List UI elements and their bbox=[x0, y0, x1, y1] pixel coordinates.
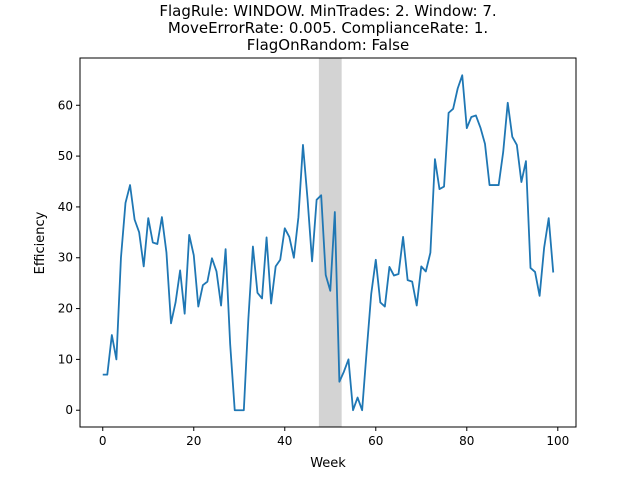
plot-frame bbox=[79, 57, 577, 428]
x-tick-label: 80 bbox=[459, 434, 474, 448]
series-line-0 bbox=[102, 74, 555, 412]
chart-title-line-3: FlagOnRandom: False bbox=[247, 36, 409, 54]
y-tick-label: 10 bbox=[58, 352, 73, 366]
x-axis-label: Week bbox=[310, 456, 346, 471]
x-tick-label: 0 bbox=[99, 434, 107, 448]
y-axis-label: Efficiency bbox=[33, 211, 48, 274]
x-tick-label: 20 bbox=[186, 434, 201, 448]
y-tick-label: 40 bbox=[58, 200, 73, 214]
y-tick-label: 30 bbox=[58, 251, 73, 265]
highlight-span bbox=[318, 58, 342, 427]
x-tick-label: 100 bbox=[546, 434, 569, 448]
x-tick-label: 40 bbox=[277, 434, 292, 448]
x-tick-label: 60 bbox=[368, 434, 383, 448]
y-tick-label: 50 bbox=[58, 149, 73, 163]
chart-title-line-2: MoveErrorRate: 0.005. ComplianceRate: 1. bbox=[168, 19, 488, 37]
y-tick-label: 60 bbox=[58, 98, 73, 112]
y-tick-label: 20 bbox=[58, 302, 73, 316]
y-tick-label: 0 bbox=[65, 403, 73, 417]
chart-title-line-1: FlagRule: WINDOW. MinTrades: 2. Window: … bbox=[159, 2, 496, 20]
